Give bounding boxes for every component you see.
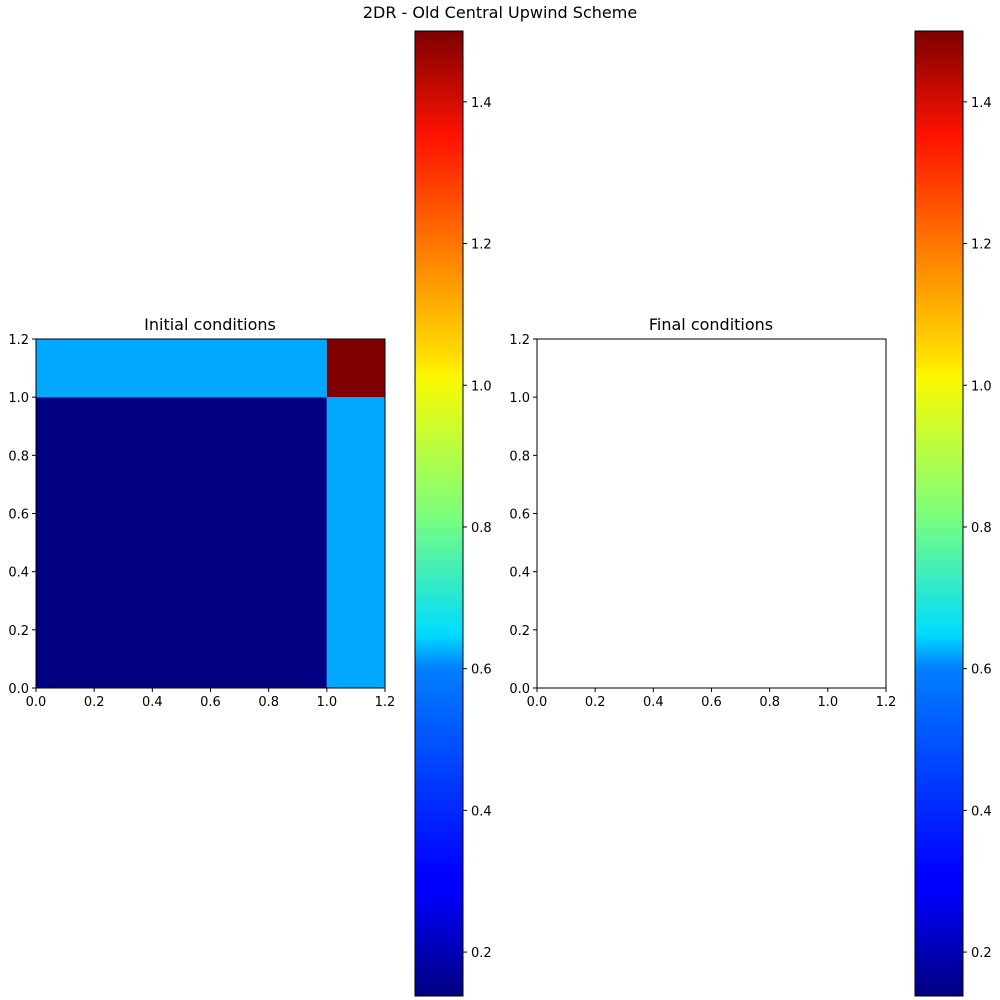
initial-x-axis-ticks: 0.0 0.2 0.4 0.6 0.8 1.0 1.2 — [26, 688, 396, 710]
colorbar-tick-label: 1.4 — [971, 96, 992, 111]
y-tick-label: 1.0 — [8, 391, 29, 406]
final-conditions-title: Final conditions — [649, 315, 773, 334]
y-tick-label: 1.2 — [509, 333, 530, 348]
initial-colorbar: 0.2 0.4 0.6 0.8 1.0 1.2 1.4 — [414, 30, 492, 997]
y-tick-label: 0.8 — [8, 449, 29, 464]
colorbar-tick-label: 0.6 — [971, 663, 992, 678]
heatmap-cell — [36, 397, 327, 688]
heatmap-cell — [36, 339, 327, 398]
figure-suptitle: 2DR - Old Central Upwind Scheme — [363, 3, 637, 22]
y-tick-label: 0.0 — [509, 682, 530, 697]
y-tick-label: 0.0 — [8, 682, 29, 697]
x-tick-label: 0.4 — [643, 695, 664, 710]
x-tick-label: 1.0 — [316, 695, 337, 710]
final-y-axis-ticks: 0.0 0.2 0.4 0.6 0.8 1.0 1.2 — [509, 333, 537, 697]
final-colorbar-ticks: 0.2 0.4 0.6 0.8 1.0 1.2 1.4 — [963, 96, 992, 961]
x-tick-label: 0.8 — [258, 695, 279, 710]
x-tick-label: 0.6 — [200, 695, 221, 710]
x-tick-label: 0.8 — [759, 695, 780, 710]
colorbar-tick-label: 0.8 — [971, 521, 992, 536]
colorbar-tick-label: 0.4 — [971, 804, 992, 819]
final-colorbar-gradient — [914, 30, 964, 997]
final-colorbar: 0.2 0.4 0.6 0.8 1.0 1.2 1.4 — [914, 30, 992, 997]
y-tick-label: 0.6 — [8, 508, 29, 523]
colorbar-tick-label: 0.6 — [471, 663, 492, 678]
initial-conditions-panel: Initial conditions 0.0 0.2 0.4 0.6 0.8 1.0 1.2… — [8, 315, 395, 710]
colorbar-tick-label: 1.0 — [471, 379, 492, 394]
heatmap-cell — [326, 397, 385, 688]
x-tick-label: 1.0 — [817, 695, 838, 710]
final-x-axis-ticks: 0.0 0.2 0.4 0.6 0.8 1.0 1.2 — [527, 688, 897, 710]
initial-colorbar-gradient — [414, 30, 464, 997]
initial-heatmap-cells — [36, 339, 385, 688]
heatmap-cell — [326, 339, 385, 398]
colorbar-tick-label: 1.0 — [971, 379, 992, 394]
x-tick-label: 1.2 — [375, 695, 396, 710]
colorbar-tick-label: 0.4 — [471, 804, 492, 819]
y-tick-label: 0.4 — [8, 566, 29, 581]
colorbar-tick-label: 1.2 — [971, 238, 992, 253]
colorbar-tick-label: 1.2 — [471, 238, 492, 253]
x-tick-label: 0.0 — [527, 695, 548, 710]
x-tick-label: 0.2 — [84, 695, 105, 710]
y-tick-label: 0.6 — [509, 508, 530, 523]
colorbar-tick-label: 0.2 — [971, 946, 992, 961]
final-conditions-panel: Final conditions 0.0 0.2 0.4 0.6 0.8 1.0 1.2 0… — [509, 315, 896, 710]
initial-conditions-title: Initial conditions — [144, 315, 276, 334]
y-tick-label: 0.8 — [509, 449, 530, 464]
final-plot-frame — [536, 338, 887, 689]
x-tick-label: 1.2 — [876, 695, 897, 710]
colorbar-tick-label: 1.4 — [471, 96, 492, 111]
x-tick-label: 0.4 — [142, 695, 163, 710]
colorbar-tick-label: 0.2 — [471, 946, 492, 961]
y-tick-label: 0.2 — [8, 624, 29, 639]
initial-colorbar-ticks: 0.2 0.4 0.6 0.8 1.0 1.2 1.4 — [463, 96, 492, 961]
x-tick-label: 0.6 — [701, 695, 722, 710]
y-tick-label: 0.4 — [509, 566, 530, 581]
y-tick-label: 1.0 — [509, 391, 530, 406]
y-tick-label: 1.2 — [8, 333, 29, 348]
initial-y-axis-ticks: 0.0 0.2 0.4 0.6 0.8 1.0 1.2 — [8, 333, 36, 697]
y-tick-label: 0.2 — [509, 624, 530, 639]
colorbar-tick-label: 0.8 — [471, 521, 492, 536]
x-tick-label: 0.0 — [26, 695, 47, 710]
x-tick-label: 0.2 — [585, 695, 606, 710]
